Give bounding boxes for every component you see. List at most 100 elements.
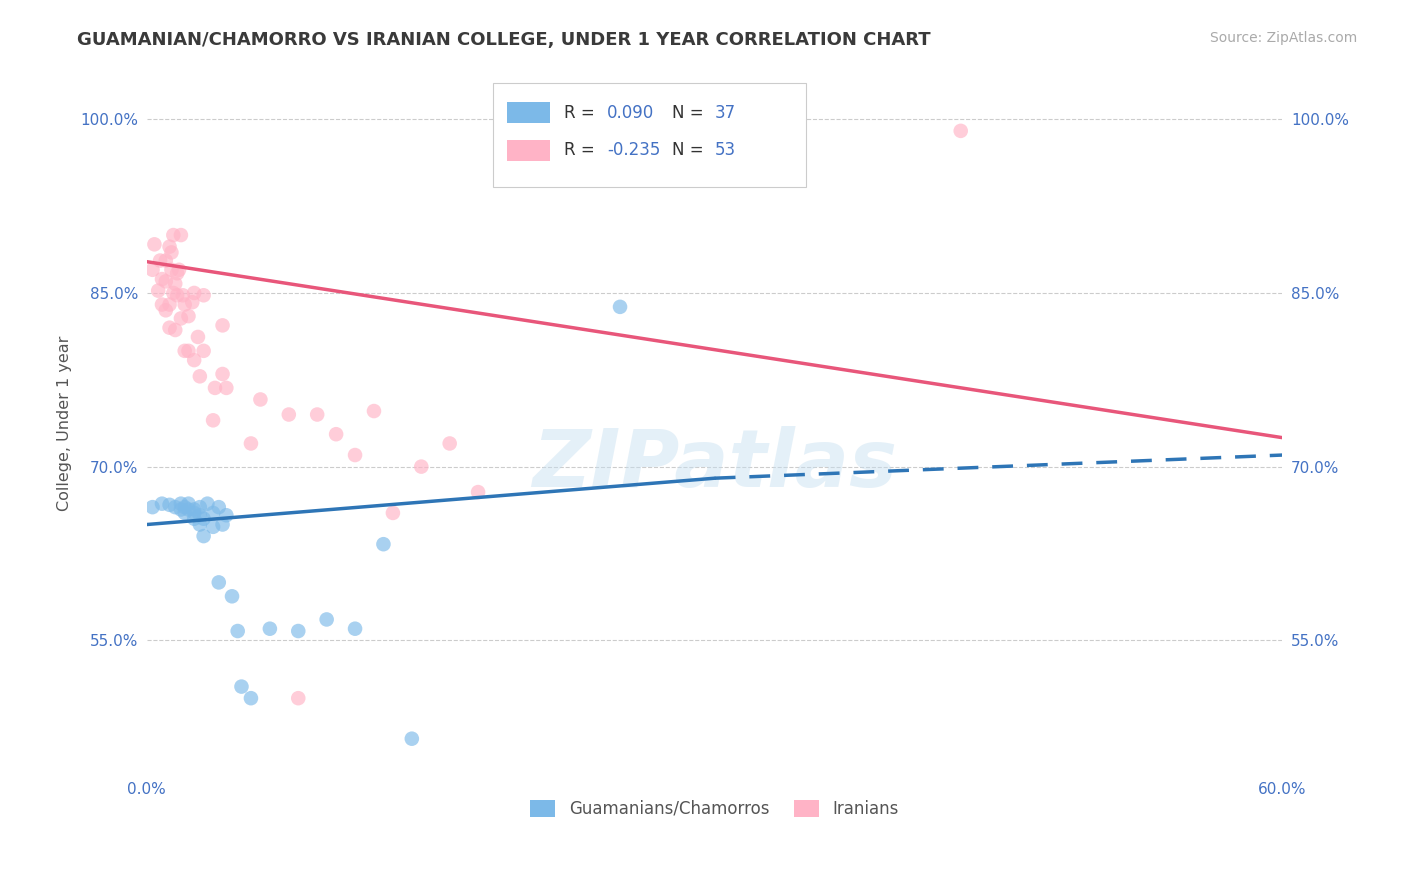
Point (173, 500, 195, 515)
Point (363, 404, 385, 418)
Point (208, 500, 231, 515)
Point (197, 497, 219, 511)
FancyBboxPatch shape (506, 103, 550, 123)
Text: 53: 53 (714, 141, 735, 159)
Text: R =: R = (564, 141, 599, 159)
Point (170, 228, 193, 243)
Point (211, 318, 233, 333)
Point (307, 408, 329, 422)
Point (208, 575, 231, 590)
Point (173, 506, 195, 520)
Point (160, 245, 183, 260)
Text: ZIPatlas: ZIPatlas (531, 426, 897, 504)
Point (160, 262, 183, 277)
Point (188, 500, 211, 515)
Text: GUAMANIAN/CHAMORRO VS IRANIAN COLLEGE, UNDER 1 YEAR CORRELATION CHART: GUAMANIAN/CHAMORRO VS IRANIAN COLLEGE, U… (77, 31, 931, 49)
Point (148, 284, 170, 298)
Point (949, 124, 972, 138)
Point (162, 285, 184, 300)
Point (183, 353, 205, 368)
Point (249, 392, 271, 407)
Point (159, 297, 181, 311)
Point (239, 436, 262, 450)
FancyBboxPatch shape (494, 84, 806, 187)
Point (315, 612, 337, 626)
Point (166, 288, 188, 302)
Point (141, 262, 163, 277)
Point (173, 343, 195, 358)
Point (141, 500, 163, 515)
Point (211, 517, 233, 532)
Point (411, 459, 433, 474)
Text: -0.235: -0.235 (607, 141, 661, 159)
Point (609, 300, 631, 314)
Point (533, 784, 555, 798)
Point (467, 485, 489, 500)
Point (193, 529, 215, 543)
Point (150, 497, 173, 511)
Point (221, 589, 243, 603)
Point (204, 381, 226, 395)
Point (181, 295, 204, 310)
Point (149, 253, 172, 268)
Point (183, 506, 205, 520)
Point (401, 731, 423, 746)
Point (159, 240, 181, 254)
Point (183, 285, 205, 300)
Point (193, 512, 215, 526)
Point (344, 448, 367, 462)
Point (231, 680, 253, 694)
Point (193, 288, 215, 302)
Point (325, 427, 347, 442)
Point (177, 343, 200, 358)
Point (439, 436, 461, 450)
Point (188, 517, 211, 532)
Point (202, 520, 225, 534)
Point (159, 498, 181, 512)
Point (202, 413, 225, 427)
Point (170, 502, 193, 516)
Point (155, 253, 177, 268)
Point (215, 508, 238, 523)
Point (155, 274, 177, 288)
Point (166, 266, 188, 280)
Text: Source: ZipAtlas.com: Source: ZipAtlas.com (1209, 31, 1357, 45)
Point (215, 381, 238, 395)
Y-axis label: College, Under 1 year: College, Under 1 year (58, 335, 72, 511)
Point (277, 408, 299, 422)
Point (170, 497, 193, 511)
Point (162, 228, 184, 243)
Point (211, 367, 233, 381)
Point (167, 262, 190, 277)
Legend: Guamanians/Chamorros, Iranians: Guamanians/Chamorros, Iranians (523, 793, 905, 824)
Text: 37: 37 (714, 103, 735, 122)
Point (172, 288, 194, 302)
Point (165, 277, 187, 291)
Point (202, 506, 225, 520)
Point (177, 497, 200, 511)
FancyBboxPatch shape (506, 139, 550, 161)
Point (155, 303, 177, 318)
Point (188, 369, 211, 384)
Point (183, 512, 205, 526)
Point (193, 343, 215, 358)
Point (287, 624, 309, 638)
Text: N =: N = (672, 141, 709, 159)
Point (188, 508, 211, 523)
Point (239, 691, 262, 706)
Point (177, 309, 200, 323)
Point (187, 330, 209, 344)
Point (165, 323, 187, 337)
Point (344, 622, 367, 636)
Point (287, 691, 309, 706)
Point (165, 500, 187, 515)
Point (259, 622, 281, 636)
Text: N =: N = (672, 103, 709, 122)
Point (177, 502, 200, 516)
Text: R =: R = (564, 103, 599, 122)
Point (226, 624, 249, 638)
Point (143, 237, 166, 252)
Point (150, 297, 173, 311)
Point (159, 320, 181, 334)
Point (381, 506, 404, 520)
